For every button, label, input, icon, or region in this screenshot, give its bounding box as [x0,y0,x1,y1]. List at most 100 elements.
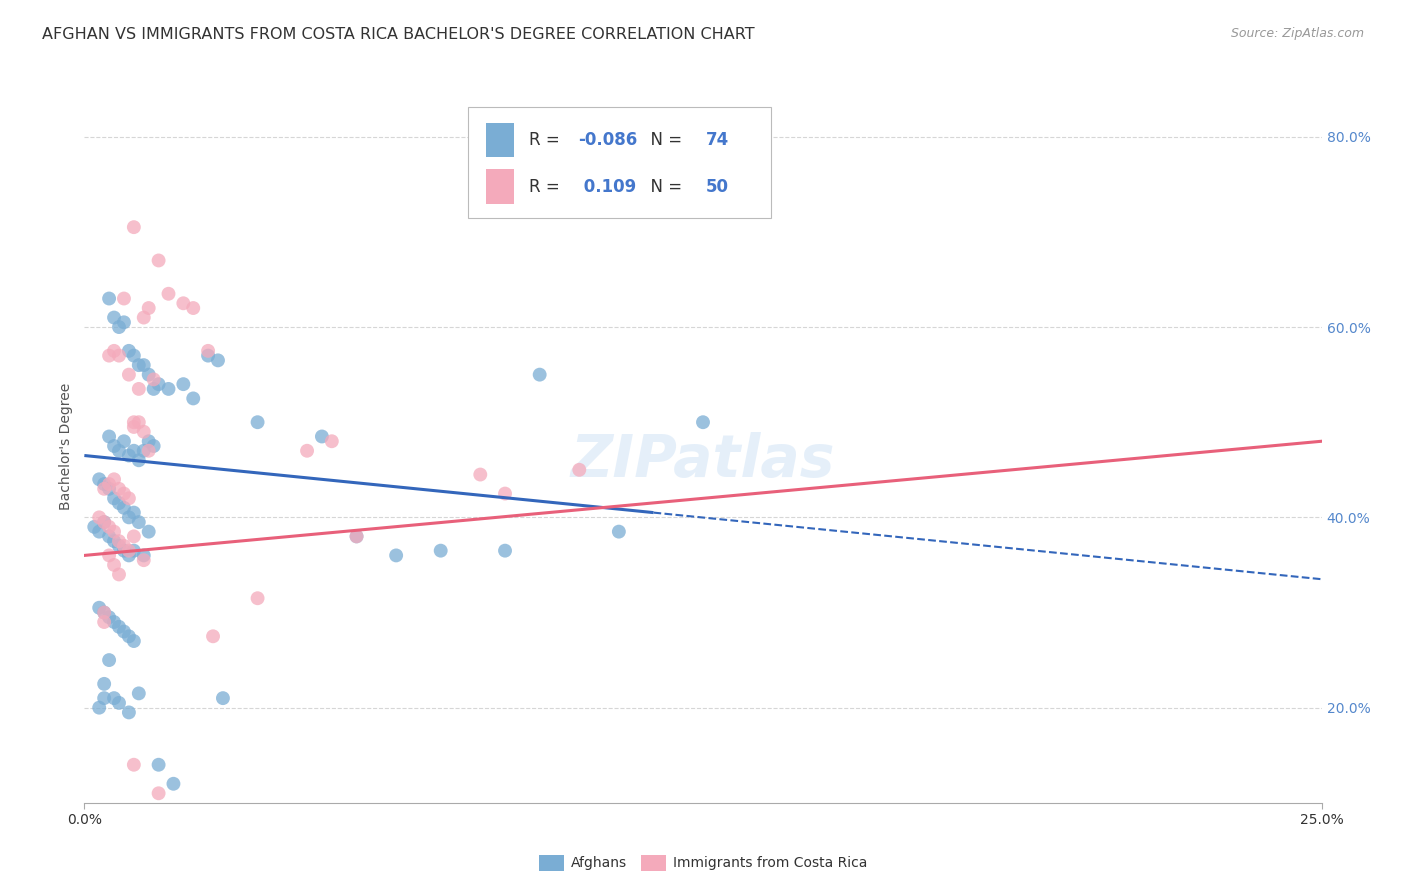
Point [172,377,194,392]
Point [103,524,125,539]
Point [128,415,150,429]
Point [122,757,145,772]
Point [103,615,125,629]
Point [89,510,111,524]
Point [103,491,125,506]
Legend: Afghans, Immigrants from Costa Rica: Afghans, Immigrants from Costa Rica [533,849,873,876]
Point [103,472,125,486]
Point [122,443,145,458]
Point [128,358,150,372]
Point [93,615,115,629]
Point [112,434,135,449]
FancyBboxPatch shape [468,107,770,218]
Point [157,286,180,301]
Point [122,543,145,558]
Point [132,310,155,325]
Point [122,634,145,648]
Point [494,543,516,558]
Point [181,301,204,315]
Point [346,529,368,543]
Point [103,534,125,549]
Point [607,524,630,539]
Point [98,520,121,534]
Point [112,486,135,500]
Point [93,482,115,496]
Point [112,539,135,553]
Point [128,515,150,529]
Point [118,706,141,720]
Point [108,443,131,458]
Point [108,496,131,510]
FancyBboxPatch shape [486,123,513,157]
Text: N =: N = [640,178,688,195]
Point [132,425,155,439]
Point [118,629,141,643]
Point [83,520,105,534]
Point [122,529,145,543]
Point [148,786,170,800]
Point [93,691,115,706]
Point [138,301,160,315]
Point [157,382,180,396]
Point [197,343,219,358]
FancyBboxPatch shape [486,169,513,203]
Text: -0.086: -0.086 [578,131,637,149]
Point [138,443,160,458]
Point [98,653,121,667]
Point [98,349,121,363]
Point [429,543,451,558]
Point [162,777,184,791]
Text: 50: 50 [706,178,728,195]
Point [98,429,121,443]
Point [103,439,125,453]
Point [93,677,115,691]
Point [108,482,131,496]
Point [93,515,115,529]
Text: ZIPatlas: ZIPatlas [571,432,835,489]
Point [142,439,165,453]
Point [692,415,714,429]
Point [108,539,131,553]
Point [118,543,141,558]
Point [311,429,333,443]
Point [103,343,125,358]
Point [118,491,141,506]
Point [89,524,111,539]
Point [138,434,160,449]
Point [112,315,135,329]
Text: N =: N = [640,131,688,149]
Point [295,443,318,458]
Point [108,567,131,582]
Point [470,467,492,482]
Point [103,691,125,706]
Point [118,449,141,463]
Point [89,700,111,714]
Point [108,320,131,334]
Point [142,382,165,396]
Point [148,377,170,392]
Point [93,606,115,620]
Point [93,477,115,491]
Point [212,691,235,706]
Point [197,349,219,363]
Point [142,372,165,386]
Text: 0.109: 0.109 [578,178,637,195]
Point [128,453,150,467]
Point [132,358,155,372]
Point [132,549,155,563]
Point [108,620,131,634]
Text: R =: R = [529,131,565,149]
Point [385,549,408,563]
Point [148,253,170,268]
Y-axis label: Bachelor's Degree: Bachelor's Degree [59,383,73,509]
Point [108,349,131,363]
Point [103,310,125,325]
Point [207,353,229,368]
Point [132,553,155,567]
Point [118,368,141,382]
Point [246,415,269,429]
Point [202,629,225,643]
Point [494,486,516,500]
Point [89,472,111,486]
Point [138,368,160,382]
